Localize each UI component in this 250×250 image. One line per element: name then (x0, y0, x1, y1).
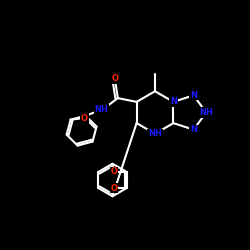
Text: NH: NH (148, 129, 162, 138)
Text: O: O (112, 74, 119, 83)
Text: NH: NH (95, 105, 108, 114)
Text: N: N (170, 97, 177, 106)
Text: O: O (110, 184, 117, 192)
Text: N: N (190, 125, 197, 134)
Text: O: O (110, 168, 117, 176)
Text: O: O (81, 114, 88, 123)
Text: NH: NH (199, 108, 213, 117)
Text: N: N (190, 91, 197, 100)
